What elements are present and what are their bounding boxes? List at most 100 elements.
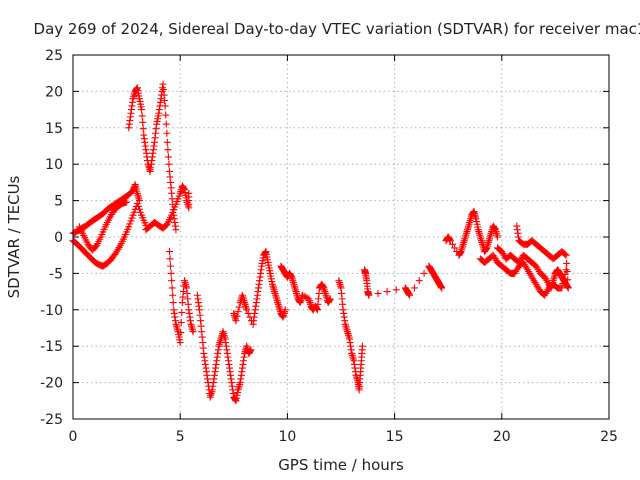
data-point bbox=[138, 112, 146, 120]
series-mac1-track-6 bbox=[165, 248, 197, 347]
data-point bbox=[392, 286, 400, 294]
data-point bbox=[446, 237, 454, 245]
data-point bbox=[167, 269, 175, 277]
series-mac1-track-10 bbox=[335, 277, 366, 394]
y-tick-label: -15 bbox=[40, 339, 63, 355]
data-point bbox=[169, 299, 177, 307]
x-tick-label: 25 bbox=[600, 429, 618, 445]
data-point bbox=[189, 328, 197, 336]
data-point bbox=[562, 266, 570, 274]
data-point bbox=[139, 125, 147, 133]
y-tick-label: 10 bbox=[45, 157, 63, 173]
y-tick-label: 25 bbox=[45, 48, 63, 64]
data-point bbox=[123, 198, 131, 206]
data-point bbox=[302, 293, 310, 301]
data-point bbox=[163, 129, 171, 137]
data-point bbox=[168, 277, 176, 285]
data-point bbox=[516, 238, 524, 246]
series-mac1-track-5 bbox=[142, 182, 193, 234]
data-point bbox=[167, 262, 175, 270]
data-point bbox=[513, 222, 521, 230]
y-tick-label: 15 bbox=[45, 121, 63, 137]
series-mac1-track-7 bbox=[193, 291, 255, 405]
y-tick-label: -10 bbox=[40, 303, 63, 319]
data-point bbox=[128, 214, 136, 222]
y-tick-label: -25 bbox=[40, 412, 63, 428]
data-point bbox=[365, 291, 373, 299]
data-point bbox=[244, 309, 252, 317]
data-point bbox=[177, 329, 185, 337]
data-point bbox=[232, 317, 240, 325]
data-point bbox=[169, 291, 177, 299]
data-point bbox=[561, 270, 569, 278]
data-point bbox=[130, 208, 138, 216]
series-mac1-track-14 bbox=[476, 251, 570, 299]
series-mac1-track-9 bbox=[277, 262, 334, 314]
x-axis-title: GPS time / hours bbox=[278, 456, 404, 474]
data-point bbox=[161, 102, 169, 110]
series-mac1-track-2 bbox=[69, 200, 150, 270]
y-tick-label: -20 bbox=[40, 376, 63, 392]
data-point bbox=[247, 346, 255, 354]
data-point bbox=[406, 291, 414, 299]
data-point bbox=[177, 319, 185, 327]
chart-title: Day 269 of 2024, Sidereal Day-to-day VTE… bbox=[34, 20, 640, 38]
data-point bbox=[162, 120, 170, 128]
data-point bbox=[185, 189, 193, 197]
y-tick-label: 5 bbox=[54, 194, 63, 210]
data-point bbox=[129, 211, 137, 219]
data-point bbox=[125, 223, 133, 231]
data-point bbox=[410, 284, 418, 292]
data-point bbox=[235, 303, 243, 311]
data-point bbox=[558, 284, 566, 292]
data-point bbox=[126, 220, 134, 228]
data-point bbox=[135, 205, 143, 213]
data-point bbox=[559, 279, 567, 287]
y-tick-label: 20 bbox=[45, 84, 63, 100]
series-mac1-track-13 bbox=[494, 222, 572, 292]
data-point bbox=[168, 284, 176, 292]
axis-ticks: 0 5 10 15 20 25 -25 -20 -15 -10 -5 0 5 10 15 20 25 bbox=[40, 48, 618, 445]
x-tick-label: 10 bbox=[278, 429, 296, 445]
data-point bbox=[233, 312, 241, 320]
data-point bbox=[374, 289, 382, 297]
x-tick-label: 0 bbox=[69, 429, 78, 445]
data-point bbox=[383, 288, 391, 296]
data-point bbox=[564, 284, 572, 292]
data-point bbox=[560, 275, 568, 283]
y-tick-label: 0 bbox=[54, 230, 63, 246]
data-point bbox=[127, 217, 135, 225]
data-point bbox=[415, 277, 423, 285]
data-point bbox=[234, 308, 242, 316]
series-mac1-track-8 bbox=[230, 248, 289, 328]
data-point bbox=[164, 153, 172, 161]
data-point bbox=[166, 255, 174, 263]
x-tick-label: 15 bbox=[386, 429, 404, 445]
x-tick-label: 20 bbox=[493, 429, 511, 445]
data-point bbox=[134, 202, 142, 210]
data-point bbox=[162, 111, 170, 119]
data-point bbox=[564, 276, 572, 284]
data-point bbox=[172, 226, 180, 234]
data-point bbox=[451, 244, 459, 252]
grid bbox=[73, 55, 609, 419]
data-point bbox=[281, 306, 289, 314]
data-point bbox=[176, 339, 184, 347]
data-point bbox=[494, 233, 502, 241]
data-point bbox=[137, 208, 145, 216]
data-point bbox=[358, 342, 366, 350]
data-point bbox=[420, 269, 428, 277]
series-mac1-track-4 bbox=[125, 80, 180, 234]
x-tick-label: 5 bbox=[176, 429, 185, 445]
data-point bbox=[326, 295, 334, 303]
data-point bbox=[138, 106, 146, 114]
data-point bbox=[165, 248, 173, 256]
data-point bbox=[178, 309, 186, 317]
data-point bbox=[438, 284, 446, 292]
series-mac1-track-3 bbox=[75, 198, 131, 254]
data-point bbox=[243, 306, 251, 314]
data-point bbox=[164, 146, 172, 154]
y-tick-label: -5 bbox=[49, 266, 63, 282]
series-mac1-track-12 bbox=[442, 208, 502, 259]
